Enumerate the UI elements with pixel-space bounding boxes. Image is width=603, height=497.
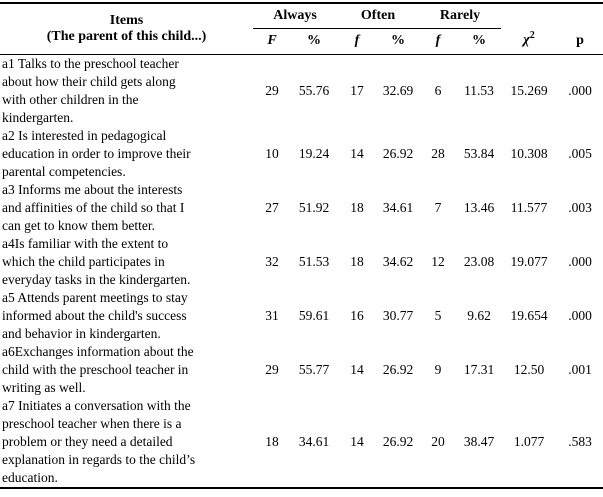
cell-always-f: 18 (265, 433, 279, 449)
cell-p-value: .001 (568, 361, 592, 377)
item-text: a3 Informs me about the interests and af… (2, 181, 185, 233)
cell-often-f: 16 (350, 307, 364, 323)
table-row: a6Exchanges information about the child … (0, 343, 603, 397)
item-text: a7 Initiates a conversation with the pre… (2, 397, 196, 485)
cell-rarely-pct: 11.53 (457, 53, 501, 127)
cell-often-pct: 26.92 (382, 361, 414, 377)
cell-always-pct: 51.53 (298, 253, 330, 269)
item-text: a4Is familiar with the extent to which t… (2, 235, 191, 287)
item-text: a1 Talks to the preschool teacher about … (0, 53, 253, 127)
cell-often-f: 18 (350, 253, 364, 269)
cell-always-f: 32 (265, 253, 279, 269)
cell-always-pct: 34.61 (298, 433, 330, 449)
cell-p-value: .000 (568, 253, 592, 269)
cell-always-f: 10 (265, 145, 279, 161)
table-row: a1 Talks to the preschool teacher about … (0, 53, 603, 127)
cell-always-f: 27 (265, 199, 279, 215)
cell-chi-square: 10.308 (510, 145, 548, 161)
cell-often-pct: 34.62 (382, 253, 414, 269)
table-row: a5 Attends parent meetings to stay infor… (0, 289, 603, 343)
cell-rarely-f: 9 (434, 361, 442, 377)
cell-often-pct: 32.69 (377, 53, 419, 127)
items-subtitle: (The parent of this child...) (46, 28, 207, 44)
always-freq-header: F (267, 33, 277, 48)
rarely-freq-header: f (435, 33, 441, 48)
chi-square-column-header: χ2 (501, 3, 557, 54)
cell-rarely-f: 5 (434, 307, 442, 323)
item-text: a2 Is interested in pedagogical educatio… (2, 127, 191, 179)
cell-rarely-pct: 9.62 (467, 307, 491, 323)
cell-rarely-f: 12 (431, 253, 445, 269)
cell-always-f: 31 (265, 307, 279, 323)
cell-rarely-f: 6 (419, 53, 457, 127)
cell-chi-square: 12.50 (513, 361, 545, 377)
cell-p-value: .000 (557, 53, 603, 127)
cell-p-value: .005 (568, 145, 592, 161)
group-header-rarely: Rarely (419, 3, 501, 29)
table-header: Items (The parent of this child...) Alwa… (0, 3, 603, 54)
cell-always-f: 29 (265, 361, 279, 377)
cell-often-pct: 30.77 (382, 307, 414, 323)
item-text: a5 Attends parent meetings to stay infor… (2, 289, 188, 341)
cell-rarely-pct: 53.84 (463, 145, 495, 161)
results-table: Items (The parent of this child...) Alwa… (0, 2, 603, 489)
cell-rarely-pct: 17.31 (463, 361, 495, 377)
table-row: a7 Initiates a conversation with the pre… (0, 397, 603, 488)
p-column-header: p (576, 32, 584, 48)
cell-chi-square: 1.077 (513, 433, 545, 449)
header-group-row: Items (The parent of this child...) Alwa… (0, 3, 603, 48)
often-freq-header: f (354, 33, 360, 48)
cell-rarely-pct: 13.46 (463, 199, 495, 215)
items-column-header: Items (The parent of this child...) (0, 3, 253, 54)
cell-often-pct: 34.61 (382, 199, 414, 215)
often-pct-header: % (391, 33, 405, 48)
cell-always-pct: 55.77 (298, 361, 330, 377)
cell-often-f: 14 (350, 361, 364, 377)
item-text: a6Exchanges information about the child … (2, 343, 194, 395)
cell-p-value: .583 (568, 433, 592, 449)
cell-always-pct: 59.61 (298, 307, 330, 323)
cell-often-f: 14 (350, 433, 364, 449)
cell-rarely-pct: 38.47 (463, 433, 495, 449)
cell-often-f: 17 (337, 53, 377, 127)
cell-often-pct: 26.92 (382, 433, 414, 449)
always-pct-header: % (307, 33, 321, 48)
cell-often-pct: 26.92 (382, 145, 414, 161)
cell-always-pct: 51.92 (298, 199, 330, 215)
cell-rarely-f: 28 (431, 145, 445, 161)
cell-often-f: 18 (350, 199, 364, 215)
cell-rarely-f: 20 (431, 433, 445, 449)
header-sub-row: F % f % f % (0, 28, 603, 54)
cell-always-pct: 19.24 (298, 145, 330, 161)
table-row: a2 Is interested in pedagogical educatio… (0, 127, 603, 181)
cell-always-f: 29 (253, 53, 291, 127)
cell-always-pct: 55.76 (291, 53, 337, 127)
table-body: a1 Talks to the preschool teacher about … (0, 53, 603, 488)
group-header-always: Always (253, 3, 337, 29)
cell-p-value: .003 (568, 199, 592, 215)
chi-symbol: χ (523, 32, 530, 48)
table-row: a4Is familiar with the extent to which t… (0, 235, 603, 289)
chi-superscript: 2 (529, 29, 535, 41)
group-header-often: Often (337, 3, 419, 29)
cell-rarely-pct: 23.08 (463, 253, 495, 269)
rarely-pct-header: % (472, 33, 486, 48)
cell-chi-square: 19.077 (510, 253, 548, 269)
cell-chi-square: 15.269 (501, 53, 557, 127)
cell-rarely-f: 7 (434, 199, 442, 215)
cell-chi-square: 19.654 (510, 307, 548, 323)
table-row: a3 Informs me about the interests and af… (0, 181, 603, 235)
items-title: Items (109, 12, 144, 28)
cell-often-f: 14 (350, 145, 364, 161)
cell-p-value: .000 (568, 307, 592, 323)
cell-chi-square: 11.577 (510, 199, 548, 215)
